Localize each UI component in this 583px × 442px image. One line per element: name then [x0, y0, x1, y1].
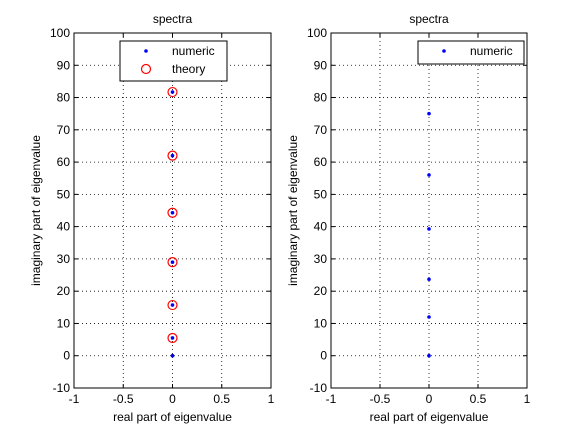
data-point-numeric — [170, 210, 175, 215]
x-axis-label: real part of eigenvalue — [370, 410, 489, 424]
y-tick-label: 30 — [314, 252, 328, 266]
legend: numeric theory — [119, 40, 228, 82]
legend-marker-numeric — [144, 49, 148, 53]
y-tick-label: 60 — [314, 155, 328, 169]
data-point-numeric — [170, 303, 175, 307]
data-point-theory — [167, 86, 178, 98]
data-point-theory — [167, 150, 178, 161]
grid — [74, 33, 271, 388]
plot-area — [74, 33, 271, 388]
y-tick-label: 60 — [57, 155, 71, 169]
y-tick-label: 20 — [314, 284, 328, 298]
x-tick-label: -1 — [326, 392, 337, 406]
legend-label-numeric: numeric — [172, 44, 215, 58]
x-tick-label: 0.5 — [213, 392, 230, 406]
legend-box — [417, 40, 525, 65]
x-tick-label: 0.5 — [470, 392, 487, 406]
data-point-theory — [167, 207, 178, 218]
chart-title: spectra — [153, 12, 193, 26]
legend-label-numeric: numeric — [470, 44, 513, 58]
data-point-theory — [167, 299, 178, 311]
x-axis: -1 -0.5 0 0.5 1 — [69, 33, 275, 406]
series-theory — [167, 86, 178, 344]
x-tick-label: 1 — [524, 392, 531, 406]
y-tick-label: 50 — [314, 187, 328, 201]
data-point-numeric — [427, 111, 431, 116]
legend-box — [119, 40, 228, 82]
y-axis: -10 0 10 20 30 40 50 60 70 80 90 100 — [50, 26, 271, 395]
data-point-numeric — [427, 353, 431, 358]
x-axis-label: real part of eigenvalue — [113, 410, 232, 424]
y-tick-label: 100 — [50, 26, 70, 40]
legend: numeric — [417, 40, 525, 65]
data-point-numeric — [427, 315, 431, 319]
y-tick-label: 10 — [314, 316, 328, 330]
data-point-numeric — [427, 227, 431, 231]
data-point-numeric — [427, 173, 431, 177]
subplot-2: -1 -0.5 0 0.5 1 -10 0 10 20 30 40 50 60 70 80 90 100 spec… — [286, 12, 531, 424]
x-axis: -1 -0.5 0 0.5 1 — [326, 33, 531, 406]
y-tick-label: -10 — [53, 381, 71, 395]
y-tick-label: 0 — [320, 349, 327, 363]
data-point-theory — [167, 257, 178, 268]
x-tick-label: 1 — [268, 392, 275, 406]
y-tick-label: -10 — [310, 381, 328, 395]
y-tick-label: 30 — [57, 252, 71, 266]
y-axis: -10 0 10 20 30 40 50 60 70 80 90 100 — [307, 26, 527, 395]
y-tick-label: 70 — [314, 123, 328, 137]
x-tick-label: -0.5 — [370, 392, 391, 406]
subplot-1: -1 -0.5 0 0.5 1 -10 0 10 20 30 40 50 60 70 80 90 100 spec… — [29, 12, 275, 424]
y-tick-label: 80 — [314, 91, 328, 105]
y-axis-label: imaginary part of eigenvalue — [286, 135, 300, 286]
y-axis-label: imaginary part of eigenvalue — [29, 135, 43, 286]
legend-marker-theory — [140, 63, 152, 75]
y-tick-label: 40 — [57, 220, 71, 234]
x-tick-label: 0 — [426, 392, 433, 406]
series-numeric — [170, 90, 175, 358]
y-tick-label: 40 — [314, 220, 328, 234]
plot-area — [331, 33, 527, 388]
y-tick-label: 70 — [57, 123, 71, 137]
data-point-numeric — [427, 277, 431, 282]
legend-marker-numeric — [442, 49, 446, 53]
data-point-numeric — [170, 260, 175, 264]
y-tick-label: 20 — [57, 284, 71, 298]
legend-label-theory: theory — [172, 62, 205, 76]
data-point-numeric — [170, 153, 175, 158]
series-numeric — [427, 111, 431, 358]
x-tick-label: 0 — [169, 392, 176, 406]
y-tick-label: 80 — [57, 91, 71, 105]
data-point-numeric — [170, 353, 175, 358]
data-point-numeric — [170, 90, 175, 94]
y-tick-label: 90 — [57, 58, 71, 72]
y-tick-label: 100 — [307, 26, 327, 40]
data-point-theory — [167, 332, 178, 344]
y-tick-label: 50 — [57, 187, 71, 201]
x-tick-label: -0.5 — [113, 392, 134, 406]
y-tick-label: 10 — [57, 316, 71, 330]
y-tick-label: 0 — [63, 349, 70, 363]
grid — [331, 33, 527, 388]
chart-title: spectra — [409, 12, 449, 26]
data-point-numeric — [170, 336, 175, 340]
x-tick-label: -1 — [69, 392, 80, 406]
y-tick-label: 90 — [314, 58, 328, 72]
